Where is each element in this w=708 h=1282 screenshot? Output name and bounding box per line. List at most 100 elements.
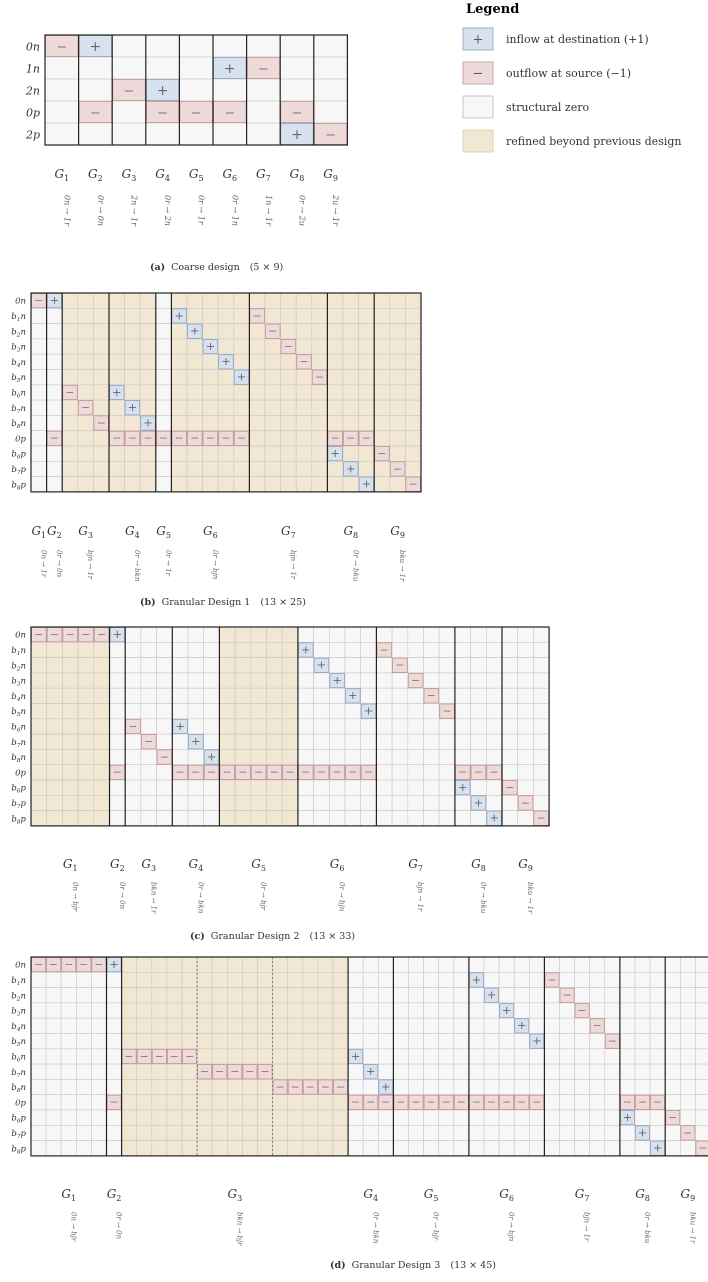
grid-cell [140,400,156,415]
grid-cell [31,1049,46,1064]
grid-cell [141,673,157,688]
grid-cell [31,370,47,385]
grid-cell [393,1003,408,1018]
grid-cell [318,1064,333,1079]
grid-cell [392,749,408,764]
grid-cell [620,1125,635,1140]
grid-cell [680,1141,695,1156]
grid-cell [204,704,220,719]
grid-cell [140,461,156,476]
minus-sign: − [351,1096,360,1109]
minus-cell: − [530,1095,544,1109]
grid-cell [107,988,122,1003]
minus-sign: − [348,766,357,779]
grid-cell [188,673,204,688]
grid-cell [318,1034,333,1049]
legend-label-zero: structural zero [506,101,589,114]
grid-cell [455,673,471,688]
grid-cell [141,811,157,826]
grid-cell [518,780,534,795]
grid-cell [188,780,204,795]
grid-cell [333,1095,348,1110]
minus-sign: − [668,1111,677,1124]
grid-cell [329,811,345,826]
grid-cell [359,308,375,323]
grid-cell [635,1110,650,1125]
grid-cell [218,293,234,308]
grid-cell [171,400,187,415]
grid-cell [235,719,251,734]
minus-sign: − [315,371,324,384]
minus-sign: − [97,628,106,641]
minus-sign: − [346,432,355,445]
grid-cell [157,658,173,673]
grid-cell [348,1079,363,1094]
grid-cell [61,1125,76,1140]
grid-cell [327,339,343,354]
plus-cell: + [204,749,219,764]
grid-cell [363,1034,378,1049]
grid-cell [282,704,298,719]
legend-title: Legend [466,2,519,17]
grid-cell [390,308,406,323]
grid-cell [484,1018,499,1033]
grid-cell [439,765,455,780]
grid-cell [471,811,487,826]
grid-cell [94,780,110,795]
group-flow-label: bjn → 1r [416,882,424,912]
grid-cell [109,477,125,492]
grid-cell [109,293,125,308]
grid-cell [590,957,605,972]
grid-cell [281,461,297,476]
grid-cell [486,734,502,749]
minus-sign: − [90,106,101,121]
row-label: b7n [11,738,26,749]
grid-cell [94,688,110,703]
grid-cell [79,123,113,145]
grid-cell [31,1034,46,1049]
grid-cell [298,688,314,703]
minus-sign: − [300,355,309,368]
minus-sign: − [270,766,279,779]
grid-cell [197,1049,212,1064]
grid-cell [141,719,157,734]
grid-cell [107,972,122,987]
grid-cell [514,1064,529,1079]
grid-cell [219,688,235,703]
minus-cell: − [204,765,219,779]
grid-cell [455,688,471,703]
grid-cell [575,957,590,972]
grid-cell [409,1079,424,1094]
plus-sign: + [50,293,60,307]
grid-cell [378,1018,393,1033]
minus-sign: − [427,689,436,702]
grid-cell [125,324,141,339]
grid-cell [390,293,406,308]
grid-cell [156,385,172,400]
grid-cell [258,972,273,987]
grid-cell [560,1141,575,1156]
grid-cell [393,1049,408,1064]
grid-cell [31,385,47,400]
grid-cell [424,780,440,795]
grid-cell [31,972,46,987]
minus-sign: − [306,1080,315,1093]
grid-cell [31,339,47,354]
grid-cell [157,627,173,642]
grid-cell [605,1049,620,1064]
grid-cell [454,1125,469,1140]
minus-cell: − [545,973,559,987]
grid-cell [695,957,708,972]
grid-cell [327,415,343,430]
grid-cell [204,795,220,810]
grid-cell [141,627,157,642]
minus-sign: − [474,766,483,779]
grid-cell [234,354,250,369]
grid-cell [665,1034,680,1049]
grid-cell [363,972,378,987]
grid-cell [47,673,63,688]
grid-cell [665,1079,680,1094]
minus-cell: − [247,58,280,79]
grid-cell [62,795,78,810]
group-flow-label: 0r → 1r [164,550,172,577]
